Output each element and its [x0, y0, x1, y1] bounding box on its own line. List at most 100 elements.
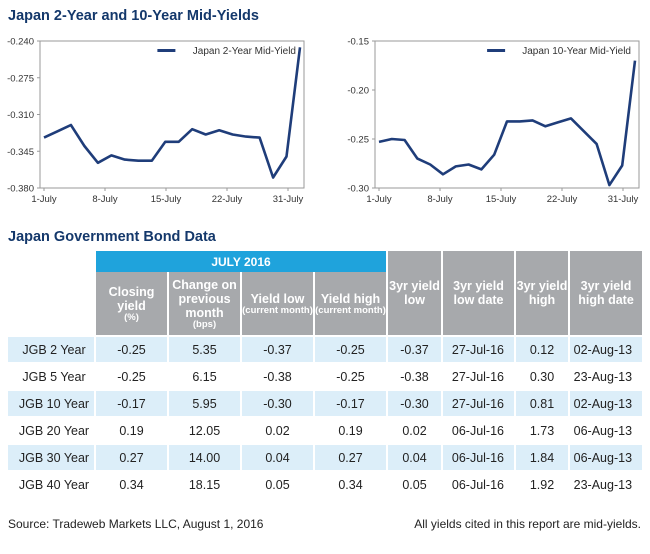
table-cell: 5.35 — [167, 335, 241, 363]
table-cell: 06-Jul-16 — [441, 470, 516, 498]
table-row: JGB 10 Year -0.17 5.95 -0.30 -0.17 -0.30 27-Ju… — [8, 389, 643, 417]
table-cell: 06-Aug-13 — [568, 443, 643, 471]
x-tick-label: 31-July — [273, 194, 304, 205]
x-tick-label: 31-July — [608, 194, 639, 205]
legend-label: Japan 2-Year Mid-Yield — [193, 46, 296, 57]
table-cell: 0.05 — [240, 470, 314, 498]
table-cell: 14.00 — [167, 443, 241, 471]
y-tick-label: -0.30 — [347, 184, 369, 195]
header-3yr-low-date: 3yr yield low date — [441, 251, 516, 336]
table-body: JGB 2 Year -0.25 5.35 -0.37 -0.25 -0.37 27-Jul… — [8, 335, 643, 498]
legend-label: Japan 10-Year Mid-Yield — [522, 46, 631, 57]
table-cell: 0.02 — [240, 416, 314, 444]
plot-frame — [39, 40, 305, 189]
bond-data-table: JULY 2016 3yr yield low 3yr yield low da… — [8, 251, 643, 498]
header-main: Yield low — [250, 291, 305, 306]
table-cell: 0.19 — [312, 416, 388, 444]
row-label: JGB 30 Year — [8, 443, 95, 471]
table-cell: 6.15 — [167, 362, 241, 390]
table-cell: -0.37 — [386, 335, 443, 363]
japan-10yr-chart: -0.15 -0.20 -0.25 -0.30 1-July 8-July 15-July 2… — [337, 38, 642, 210]
table-cell: -0.30 — [386, 389, 443, 417]
table-row: JGB 30 Year 0.27 14.00 0.04 0.27 0.04 06-Jul-1… — [8, 443, 643, 471]
table-cell: 12.05 — [167, 416, 241, 444]
table-cell: 06-Jul-16 — [441, 443, 516, 471]
x-tick-label: 8-July — [92, 194, 118, 205]
header-3yr-high-date: 3yr yield high date — [568, 251, 643, 336]
table-cell: -0.25 — [94, 335, 168, 363]
table-row: JGB 5 Year -0.25 6.15 -0.38 -0.25 -0.38 27-Jul… — [8, 362, 643, 390]
charts-title: Japan 2-Year and 10-Year Mid-Yields — [8, 8, 259, 24]
table-cell: 1.92 — [514, 470, 570, 498]
table-cell: 0.19 — [94, 416, 168, 444]
table-cell: 02-Aug-13 — [568, 389, 643, 417]
table-row: JGB 20 Year 0.19 12.05 0.02 0.19 0.02 06-Jul-1… — [8, 416, 643, 444]
table-cell: 1.84 — [514, 443, 570, 471]
x-tick-label: 15-July — [151, 194, 182, 205]
table-cell: 0.34 — [94, 470, 168, 498]
y-tick-label: -0.310 — [7, 110, 34, 121]
y-tick-label: -0.20 — [347, 86, 369, 97]
series-line — [378, 60, 637, 187]
japan-10yr-chart-svg: -0.15 -0.20 -0.25 -0.301-July 8-July 15-July 2… — [347, 38, 640, 205]
table-cell: 1.73 — [514, 416, 570, 444]
table-cell: 0.04 — [240, 443, 314, 471]
row-label: JGB 5 Year — [8, 362, 95, 390]
header-yield-high: Yield high (current month) — [312, 272, 388, 336]
table-cell: -0.25 — [312, 362, 388, 390]
table-cell: 02-Aug-13 — [568, 335, 643, 363]
table-cell: 27-Jul-16 — [441, 335, 516, 363]
table-cell: -0.17 — [94, 389, 168, 417]
table-cell: 0.27 — [94, 443, 168, 471]
row-label: JGB 2 Year — [8, 335, 95, 363]
blank-header-cell — [8, 251, 95, 272]
header-sub: (current month) — [242, 304, 313, 316]
header-yield-low: Yield low (current month) — [240, 272, 314, 336]
table-cell: 27-Jul-16 — [441, 362, 516, 390]
header-main: Closing yield — [108, 284, 155, 313]
header-main: Change on previous month — [172, 277, 237, 320]
table-cell: 0.34 — [312, 470, 388, 498]
table-cell: 23-Aug-13 — [568, 470, 643, 498]
y-tick-label: -0.380 — [7, 184, 34, 195]
table-cell: 0.81 — [514, 389, 570, 417]
header-3yr-low: 3yr yield low — [386, 251, 443, 336]
row-label: JGB 20 Year — [8, 416, 95, 444]
x-tick-label: 22-July — [212, 194, 243, 205]
table-cell: -0.37 — [240, 335, 314, 363]
table-cell: 0.12 — [514, 335, 570, 363]
header-sub: (current month) — [315, 304, 386, 316]
header-sub: (%) — [124, 311, 139, 323]
table-cell: -0.25 — [94, 362, 168, 390]
y-tick-label: -0.25 — [347, 135, 369, 146]
header-main: Yield high — [320, 291, 381, 306]
table-cell: 06-Aug-13 — [568, 416, 643, 444]
blank-header-cell — [8, 272, 95, 336]
table-cell: 0.30 — [514, 362, 570, 390]
table-row: JGB 40 Year 0.34 18.15 0.05 0.34 0.05 06-Jul-1… — [8, 470, 643, 498]
table-cell: 27-Jul-16 — [441, 389, 516, 417]
table-cell: 0.02 — [386, 416, 443, 444]
header-closing-yield: Closing yield (%) — [94, 272, 168, 336]
table-cell: 0.04 — [386, 443, 443, 471]
table-cell: -0.30 — [240, 389, 314, 417]
table-cell: 06-Jul-16 — [441, 416, 516, 444]
yields-note: All yields cited in this report are mid-… — [414, 517, 641, 531]
table-cell: 0.05 — [386, 470, 443, 498]
row-label: JGB 10 Year — [8, 389, 95, 417]
header-3yr-high: 3yr yield high — [514, 251, 570, 336]
x-tick-label: 22-July — [547, 194, 578, 205]
table-cell: -0.38 — [386, 362, 443, 390]
series-line — [43, 47, 302, 179]
group-header-july: JULY 2016 — [93, 251, 388, 272]
plot-frame — [374, 40, 640, 189]
table-row: JGB 2 Year -0.25 5.35 -0.37 -0.25 -0.37 27-Jul… — [8, 335, 643, 363]
table-cell: 23-Aug-13 — [568, 362, 643, 390]
table-cell: -0.17 — [312, 389, 388, 417]
x-tick-label: 1-July — [31, 194, 57, 205]
y-tick-label: -0.275 — [7, 73, 34, 84]
table-cell: 0.27 — [312, 443, 388, 471]
x-tick-label: 8-July — [427, 194, 453, 205]
table-cell: 5.95 — [167, 389, 241, 417]
